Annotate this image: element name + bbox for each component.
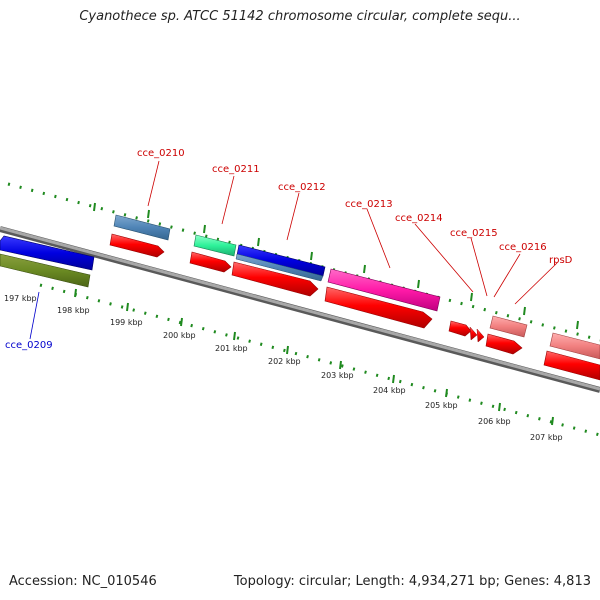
feature-cce-0215-block[interactable] bbox=[489, 315, 528, 338]
feature-cce-0212-block[interactable] bbox=[235, 244, 326, 282]
tick-label: 203 kbp bbox=[321, 371, 354, 380]
gene-label-cce-0214[interactable]: cce_0214 bbox=[395, 213, 443, 224]
feature-cce-0215-cds[interactable] bbox=[485, 333, 523, 355]
gc-track-lower bbox=[39, 283, 600, 437]
gene-label-cce-0215[interactable]: cce_0215 bbox=[450, 228, 498, 239]
feature-cce-0210-cds[interactable] bbox=[109, 233, 165, 258]
gene-label-cce-0212[interactable]: cce_0212 bbox=[278, 182, 326, 193]
feature-cce-0209-blue[interactable] bbox=[0, 235, 95, 271]
feature-cce-0213-cds[interactable] bbox=[324, 286, 433, 329]
chromosome-backbone bbox=[0, 226, 600, 393]
gene-label-cce-0209[interactable]: cce_0209 bbox=[5, 340, 53, 351]
tick-label: 206 kbp bbox=[478, 417, 511, 426]
feature-cce-0213-block[interactable] bbox=[327, 268, 441, 312]
tick-label: 204 kbp bbox=[373, 386, 406, 395]
tick-label: 200 kbp bbox=[163, 331, 196, 340]
kbp-tick-labels: 197 kbp 198 kbp 199 kbp 200 kbp 201 kbp … bbox=[4, 294, 563, 442]
accession-text: Accession: NC_010546 bbox=[9, 574, 157, 589]
feature-olive-block[interactable] bbox=[0, 253, 91, 288]
topology-summary-text: Topology: circular; Length: 4,934,271 bp… bbox=[233, 574, 591, 589]
feature-cce-0211-cds[interactable] bbox=[189, 251, 232, 273]
tick-label: 199 kbp bbox=[110, 318, 143, 327]
gc-track-upper bbox=[7, 182, 600, 342]
gene-labels: cce_0209 cce_0210 cce_0211 cce_0212 cce_… bbox=[5, 148, 573, 351]
gene-label-cce-0210[interactable]: cce_0210 bbox=[137, 148, 185, 159]
gene-label-cce-0216[interactable]: cce_0216 bbox=[499, 242, 547, 253]
feature-rpsD-block[interactable] bbox=[549, 332, 600, 360]
tick-label: 202 kbp bbox=[268, 357, 301, 366]
map-title: Cyanothece sp. ATCC 51142 chromosome cir… bbox=[79, 9, 521, 24]
feature-cce-0210-block[interactable] bbox=[113, 214, 171, 241]
feature-cce-0211-block[interactable] bbox=[193, 234, 237, 257]
gene-label-cce-0213[interactable]: cce_0213 bbox=[345, 199, 393, 210]
tick-label: 198 kbp bbox=[57, 306, 90, 315]
gene-label-rpsD[interactable]: rpsD bbox=[549, 255, 573, 266]
feature-cce-0212-cds[interactable] bbox=[231, 261, 319, 297]
tick-label: 205 kbp bbox=[425, 401, 458, 410]
label-leaders bbox=[29, 160, 558, 340]
tick-label: 197 kbp bbox=[4, 294, 37, 303]
feature-rpsD-cds[interactable] bbox=[543, 350, 600, 381]
feature-cce-0214-cds[interactable] bbox=[448, 320, 485, 343]
tick-label: 207 kbp bbox=[530, 433, 563, 442]
gene-label-cce-0211[interactable]: cce_0211 bbox=[212, 164, 260, 175]
tick-label: 201 kbp bbox=[215, 344, 248, 353]
